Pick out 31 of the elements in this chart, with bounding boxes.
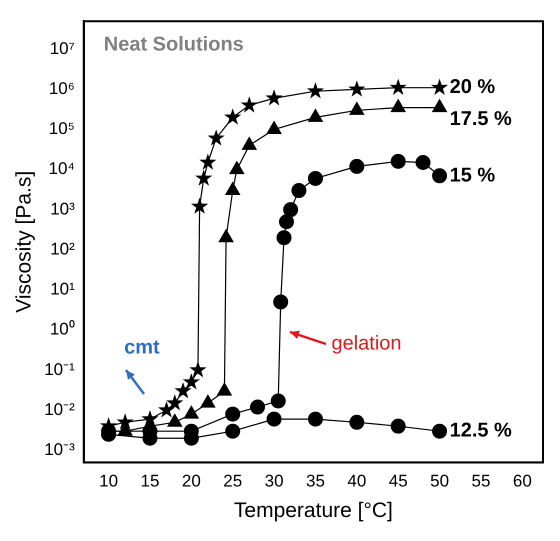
y-tick-label: 10⁻¹ xyxy=(44,360,76,379)
x-tick-label: 30 xyxy=(264,471,284,490)
series-label: 20 % xyxy=(450,76,496,98)
x-tick-label: 60 xyxy=(512,471,532,490)
y-tick-label: 10⁶ xyxy=(48,79,75,98)
series-label: 15 % xyxy=(450,164,496,186)
y-axis-title: Viscosity [Pa.s] xyxy=(12,170,36,313)
x-axis-title: Temperature [°C] xyxy=(234,499,393,522)
y-tick-label: 10⁴ xyxy=(48,159,75,178)
x-tick-label: 45 xyxy=(388,471,408,490)
y-tick-label: 10¹ xyxy=(50,280,76,299)
y-tick-label: 10⁵ xyxy=(48,119,75,138)
series-label: 12.5 % xyxy=(450,420,512,442)
x-tick-label: 25 xyxy=(223,471,242,490)
y-tick-label: 10⁷ xyxy=(50,38,75,58)
x-tick-label: 40 xyxy=(347,471,366,490)
y-tick-label: 10⁻² xyxy=(44,400,76,419)
y-tick-label: 10⁰ xyxy=(50,320,75,339)
text: Neat Solutions xyxy=(104,34,244,56)
x-tick-label: 50 xyxy=(430,471,450,490)
series-label: 17.5 % xyxy=(450,108,512,130)
x-tick-label: 35 xyxy=(306,471,325,490)
x-tick-label: 55 xyxy=(471,471,490,490)
x-tick-label: 10 xyxy=(99,471,118,490)
y-tick-label: 10² xyxy=(50,239,76,258)
annotation: gelation xyxy=(331,332,402,355)
annotation: cmt xyxy=(124,336,160,359)
x-tick-label: 15 xyxy=(140,471,160,490)
y-tick-label: 10³ xyxy=(50,199,76,218)
x-tick-label: 20 xyxy=(182,471,201,490)
y-tick-label: 10⁻³ xyxy=(44,440,76,460)
